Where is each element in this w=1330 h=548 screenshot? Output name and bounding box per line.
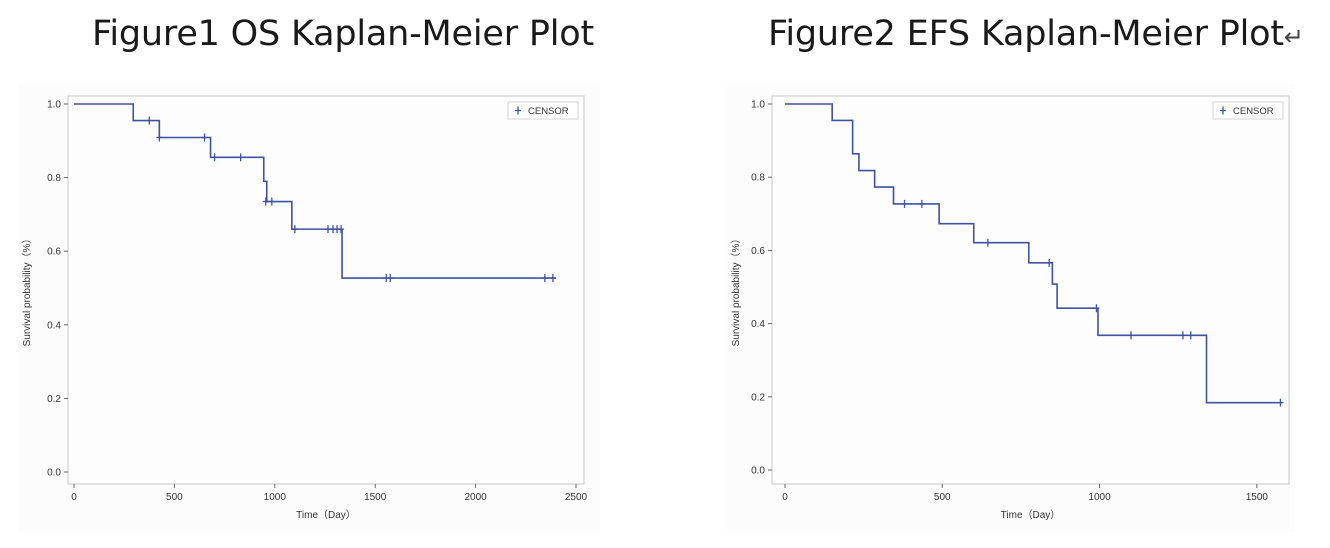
censor-mark	[201, 133, 208, 142]
figure2-title-text: Figure2 EFS Kaplan-Meier Plot	[768, 14, 1284, 54]
y-tick-label: 0.4	[751, 319, 765, 330]
figure2-panel: 0.0 0.2 0.4 0.6 0.8 1.0 0 500 1000 1500 Time（Day） S…	[727, 84, 1295, 532]
censor-mark	[237, 153, 244, 162]
return-symbol-icon: ↵	[1283, 23, 1304, 51]
censor-mark	[918, 199, 925, 208]
y-tick-label: 0.4	[47, 320, 61, 331]
censor-mark	[1187, 331, 1194, 340]
legend-censor-icon	[1220, 106, 1226, 115]
y-tick-label: 0.0	[47, 468, 61, 479]
figure2-chart: 0.0 0.2 0.4 0.6 0.8 1.0 0 500 1000 1500 Time（Day） S…	[730, 95, 1290, 521]
censor-mark	[1179, 331, 1186, 340]
censor-mark	[1128, 331, 1135, 340]
plot-frame	[67, 95, 585, 485]
y-tick-label: 0.8	[751, 173, 765, 184]
legend: CENSOR	[507, 101, 579, 120]
x-tick-label: 1500	[1246, 492, 1269, 503]
x-tick-label: 500	[166, 492, 183, 503]
figure1-panel: 0.0 0.2 0.4 0.6 0.8 1.0 0 500 1000 1500 2000 2500 Ti…	[18, 84, 600, 532]
x-tick-label: 2000	[464, 492, 487, 503]
censor-mark	[156, 133, 163, 142]
y-tick-label: 0.6	[47, 247, 61, 258]
y-tick-label: 0.2	[751, 392, 765, 403]
y-tick-label: 0.8	[47, 173, 61, 184]
x-tick-label: 500	[934, 492, 951, 503]
censor-mark	[984, 238, 991, 247]
legend: CENSOR	[1212, 101, 1284, 120]
censor-mark	[1046, 258, 1053, 267]
legend-censor-icon	[515, 106, 521, 115]
legend-label: CENSOR	[1233, 106, 1274, 117]
censor-mark	[325, 225, 332, 234]
censor-mark	[549, 274, 556, 283]
censor-mark	[901, 199, 908, 208]
x-axis-label: Time（Day）	[1001, 509, 1061, 521]
survival-curve	[785, 103, 1282, 404]
legend-label: CENSOR	[528, 106, 569, 117]
censor-mark	[211, 153, 218, 162]
survival-curve	[74, 103, 556, 279]
censor-mark	[387, 274, 394, 283]
y-tick-label: 1.0	[751, 100, 765, 111]
x-tick-label: 0	[71, 492, 77, 503]
censor-mark	[1093, 304, 1100, 313]
y-axis-label: Survival probability（%）	[21, 234, 33, 347]
y-axis-label: Survival probability（%）	[730, 234, 742, 347]
x-tick-label: 1000	[1088, 492, 1111, 503]
y-tick-label: 1.0	[47, 100, 61, 111]
censor-mark	[262, 197, 269, 206]
censor-mark	[541, 274, 548, 283]
x-tick-label: 2500	[565, 492, 588, 503]
x-tick-label: 0	[782, 492, 788, 503]
x-tick-label: 1500	[364, 492, 387, 503]
figure1-title: Figure1 OS Kaplan-Meier Plot	[92, 14, 594, 54]
plot-frame	[771, 95, 1290, 485]
x-axis-label: Time（Day）	[296, 509, 356, 521]
y-tick-label: 0.2	[47, 394, 61, 405]
censor-mark	[268, 197, 275, 206]
censor-mark	[1277, 398, 1284, 407]
x-tick-label: 1000	[264, 492, 287, 503]
legend-box	[1212, 101, 1284, 120]
censor-mark	[338, 225, 345, 234]
legend-box	[507, 101, 579, 120]
censor-mark	[291, 225, 298, 234]
y-tick-label: 0.0	[751, 466, 765, 477]
figure2-title: Figure2 EFS Kaplan-Meier Plot↵	[768, 14, 1304, 54]
y-tick-label: 0.6	[751, 246, 765, 257]
figure1-chart: 0.0 0.2 0.4 0.6 0.8 1.0 0 500 1000 1500 2000 2500 Ti…	[21, 95, 588, 521]
censor-mark	[146, 116, 153, 125]
figure1-title-text: Figure1 OS Kaplan-Meier Plot	[92, 14, 595, 54]
